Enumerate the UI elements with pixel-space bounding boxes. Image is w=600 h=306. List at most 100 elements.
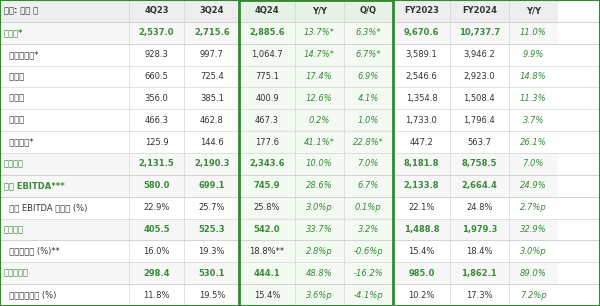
Bar [450,0,509,22]
Bar [450,44,509,65]
Text: 12.6%: 12.6% [306,94,332,103]
Bar [129,65,184,88]
Bar [295,241,344,262]
Text: 26.1%: 26.1% [520,138,547,147]
Text: 1,862.1: 1,862.1 [461,269,497,278]
Text: 3,589.1: 3,589.1 [406,50,437,59]
Text: 15.4%: 15.4% [254,291,280,300]
Text: 1,508.4: 1,508.4 [464,94,495,103]
Text: 177.6: 177.6 [255,138,279,147]
Text: 4Q23: 4Q23 [145,6,169,15]
Text: 18.4%: 18.4% [466,247,493,256]
Text: 서치플랫폼*: 서치플랫폼* [4,50,38,59]
Text: 1,064.7: 1,064.7 [251,50,283,59]
Bar [509,131,558,153]
Bar [184,0,239,22]
Bar [393,0,450,22]
Text: 542.0: 542.0 [254,225,280,234]
Bar [0,65,129,88]
Text: Y/Y: Y/Y [312,6,327,15]
Bar [295,284,344,306]
Text: 4.1%: 4.1% [358,94,379,103]
Text: 11.0%: 11.0% [520,28,547,37]
Bar [184,241,239,262]
Text: -0.6%p: -0.6%p [353,247,383,256]
Bar [129,44,184,65]
Text: 2.8%p: 2.8%p [306,247,332,256]
Bar [509,218,558,241]
Bar [509,0,558,22]
Text: FY2024: FY2024 [462,6,497,15]
Bar [393,88,450,109]
Text: 33.7%: 33.7% [306,225,332,234]
Bar [239,218,295,241]
Bar [393,44,450,65]
Text: 466.3: 466.3 [145,116,169,125]
Bar [239,197,295,218]
Text: FY2023: FY2023 [404,6,439,15]
Text: 2,715.6: 2,715.6 [194,28,230,37]
Text: 24.9%: 24.9% [520,181,547,190]
Bar [184,88,239,109]
Bar [239,65,295,88]
Text: 356.0: 356.0 [145,94,169,103]
Text: 단위: 십억 원: 단위: 십억 원 [4,6,38,15]
Text: 660.5: 660.5 [145,72,169,81]
Bar [344,88,393,109]
Bar [295,44,344,65]
Bar [239,0,393,306]
Bar [0,218,129,241]
Text: 3.2%: 3.2% [358,225,379,234]
Bar [184,65,239,88]
Text: 15.4%: 15.4% [409,247,434,256]
Bar [344,65,393,88]
Text: 조정 EBITDA 이익률 (%): 조정 EBITDA 이익률 (%) [4,203,88,212]
Text: 13.7%*: 13.7%* [304,28,335,37]
Bar [509,109,558,131]
Text: 조정 EBITDA***: 조정 EBITDA*** [4,181,65,190]
Text: 14.7%*: 14.7%* [304,50,335,59]
Text: 1,488.8: 1,488.8 [404,225,439,234]
Text: 32.9%: 32.9% [520,225,547,234]
Bar [0,88,129,109]
Text: 725.4: 725.4 [200,72,224,81]
Bar [344,109,393,131]
Bar [129,131,184,153]
Text: 4Q24: 4Q24 [254,6,280,15]
Bar [450,109,509,131]
Text: 19.5%: 19.5% [199,291,225,300]
Bar [509,88,558,109]
Bar [295,109,344,131]
Text: 775.1: 775.1 [255,72,279,81]
Bar [450,22,509,44]
Bar [344,44,393,65]
Text: 447.2: 447.2 [410,138,433,147]
Text: 2,343.6: 2,343.6 [249,159,285,168]
Bar [509,175,558,197]
Text: 2,546.6: 2,546.6 [406,72,437,81]
Text: 48.8%: 48.8% [306,269,332,278]
Bar [393,109,450,131]
Text: 3.0%p: 3.0%p [520,247,547,256]
Bar [239,284,295,306]
Text: 당기순이익: 당기순이익 [4,269,29,278]
Bar [239,175,295,197]
Bar [295,175,344,197]
Bar [239,44,295,65]
Text: 17.3%: 17.3% [466,291,493,300]
Text: 3.7%: 3.7% [523,116,544,125]
Text: 2,190.3: 2,190.3 [194,159,230,168]
Text: -4.1%p: -4.1%p [353,291,383,300]
Bar [450,197,509,218]
Text: 0.1%p: 0.1%p [355,203,382,212]
Bar [509,65,558,88]
Text: 매출액*: 매출액* [4,28,23,37]
Text: 444.1: 444.1 [254,269,280,278]
Text: 6.9%: 6.9% [358,72,379,81]
Bar [184,218,239,241]
Text: 10.0%: 10.0% [306,159,332,168]
Bar [0,197,129,218]
Bar [393,197,450,218]
Bar [184,22,239,44]
Bar [393,218,450,241]
